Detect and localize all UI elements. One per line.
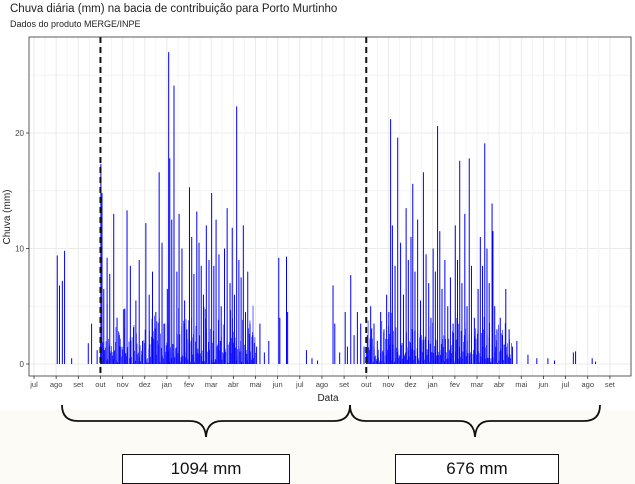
y-tick-label: 10	[15, 245, 24, 254]
x-tick-label: jul	[561, 380, 570, 389]
x-tick-label: mai	[515, 380, 527, 389]
x-tick-label: jun	[537, 380, 548, 389]
x-tick-label: jan	[161, 380, 172, 389]
total-box-period-1: 1094 mm	[122, 454, 290, 484]
x-tick-label: set	[605, 380, 616, 389]
x-tick-label: mai	[249, 380, 261, 389]
brace-period-2	[349, 405, 601, 438]
x-tick-label: ago	[581, 380, 594, 389]
plot-area: 0 10 20 jul ago set out nov dez jan fev mar abr mai ju…	[2, 36, 632, 404]
x-tick-label: out	[95, 380, 106, 389]
chart-title: Chuva diária (mm) na bacia de contribuiç…	[10, 3, 338, 15]
period-braces	[61, 405, 601, 438]
x-tick-label: ago	[316, 380, 329, 389]
x-tick-label: dez	[139, 380, 151, 389]
x-tick-label: abr	[228, 380, 239, 389]
x-tick-label: out	[361, 380, 372, 389]
x-tick-label: ago	[50, 380, 63, 389]
x-tick-label: set	[73, 380, 84, 389]
y-tick-label: 20	[15, 129, 24, 138]
y-tick-label: 0	[20, 360, 25, 369]
brace-period-1	[61, 405, 351, 438]
x-tick-label: fev	[450, 380, 460, 389]
x-tick-label: nov	[382, 380, 394, 389]
x-tick-label: jul	[295, 380, 304, 389]
x-tick-label: jul	[29, 380, 38, 389]
x-tick-label: jun	[272, 380, 283, 389]
total-box-period-2: 676 mm	[395, 454, 559, 484]
x-tick-label: fev	[184, 380, 194, 389]
x-tick-label: mar	[471, 380, 484, 389]
rainfall-chart: Chuva diária (mm) na bacia de contribuiç…	[2, 3, 632, 404]
x-tick-label: jan	[427, 380, 438, 389]
x-axis-label: Data	[317, 393, 339, 404]
y-axis-label: Chuva (mm)	[2, 189, 13, 244]
x-tick-label: dez	[405, 380, 417, 389]
chart-subtitle: Dados do produto MERGE/INPE	[10, 19, 141, 29]
panel-border	[28, 36, 632, 377]
x-tick-label: set	[339, 380, 350, 389]
x-tick-label: mar	[205, 380, 218, 389]
x-tick-label: nov	[117, 380, 129, 389]
x-tick-label: abr	[494, 380, 505, 389]
